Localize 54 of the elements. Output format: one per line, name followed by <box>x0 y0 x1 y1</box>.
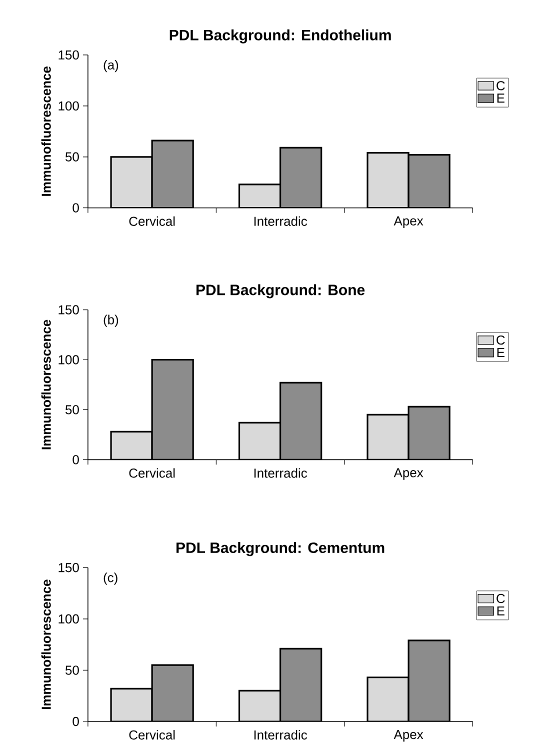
x-tick-label: Interradic <box>254 216 308 226</box>
y-tick-label: 150 <box>58 50 80 60</box>
bar <box>238 184 282 208</box>
y-tick-label: 0 <box>72 716 80 726</box>
bar <box>408 154 451 208</box>
legend-label: E <box>498 94 505 103</box>
y-tick-label: 0 <box>72 455 80 464</box>
bar <box>151 358 194 460</box>
bar <box>110 430 154 460</box>
bar <box>280 146 322 208</box>
x-tick-label: Apex <box>394 216 424 228</box>
y-tick-label: 50 <box>66 405 80 414</box>
y-tick-label: 100 <box>58 614 80 624</box>
chart-title: PDL Background: Endothelium <box>170 29 392 44</box>
bar <box>408 406 451 460</box>
bar <box>110 688 154 722</box>
bar <box>110 156 154 208</box>
legend-label: E <box>498 606 505 616</box>
x-tick-label: Cervical <box>129 468 175 478</box>
bar <box>151 664 194 722</box>
y-tick-label: 50 <box>66 666 80 675</box>
y-axis-title: Immunofluorescence <box>42 580 52 710</box>
y-axis-title: Immunofluorescence <box>42 320 52 450</box>
y-tick-label: 100 <box>58 101 80 111</box>
legend-label: C <box>496 594 506 604</box>
y-tick-label: 50 <box>66 152 80 162</box>
annotation: (c) <box>104 572 118 585</box>
y-tick-label: 100 <box>58 355 80 364</box>
chart-title: PDL Background: Cementum <box>176 542 384 556</box>
bar <box>408 640 451 722</box>
bar <box>238 690 282 722</box>
x-tick-label: Apex <box>394 468 424 480</box>
annotation: (a) <box>104 60 118 72</box>
bar <box>151 140 194 208</box>
legend-label: C <box>496 81 506 90</box>
x-tick-label: Interradic <box>254 730 308 740</box>
bar <box>366 676 410 722</box>
x-tick-label: Cervical <box>129 216 175 226</box>
x-tick-label: Interradic <box>254 468 308 478</box>
y-tick-label: 0 <box>72 203 80 212</box>
y-tick-label: 150 <box>58 305 80 314</box>
legend-label: E <box>498 348 505 357</box>
bar <box>366 414 410 460</box>
bar <box>238 422 282 460</box>
bar <box>366 152 410 208</box>
annotation: (b) <box>104 314 118 327</box>
x-tick-label: Cervical <box>129 730 175 740</box>
bar <box>280 648 322 722</box>
legend-label: C <box>496 335 506 345</box>
chart-title: PDL Background: Bone <box>196 284 365 298</box>
x-tick-label: Apex <box>394 730 424 742</box>
y-tick-label: 150 <box>58 563 80 572</box>
y-axis-title: Immunofluorescence <box>42 66 52 196</box>
bar <box>280 382 322 460</box>
